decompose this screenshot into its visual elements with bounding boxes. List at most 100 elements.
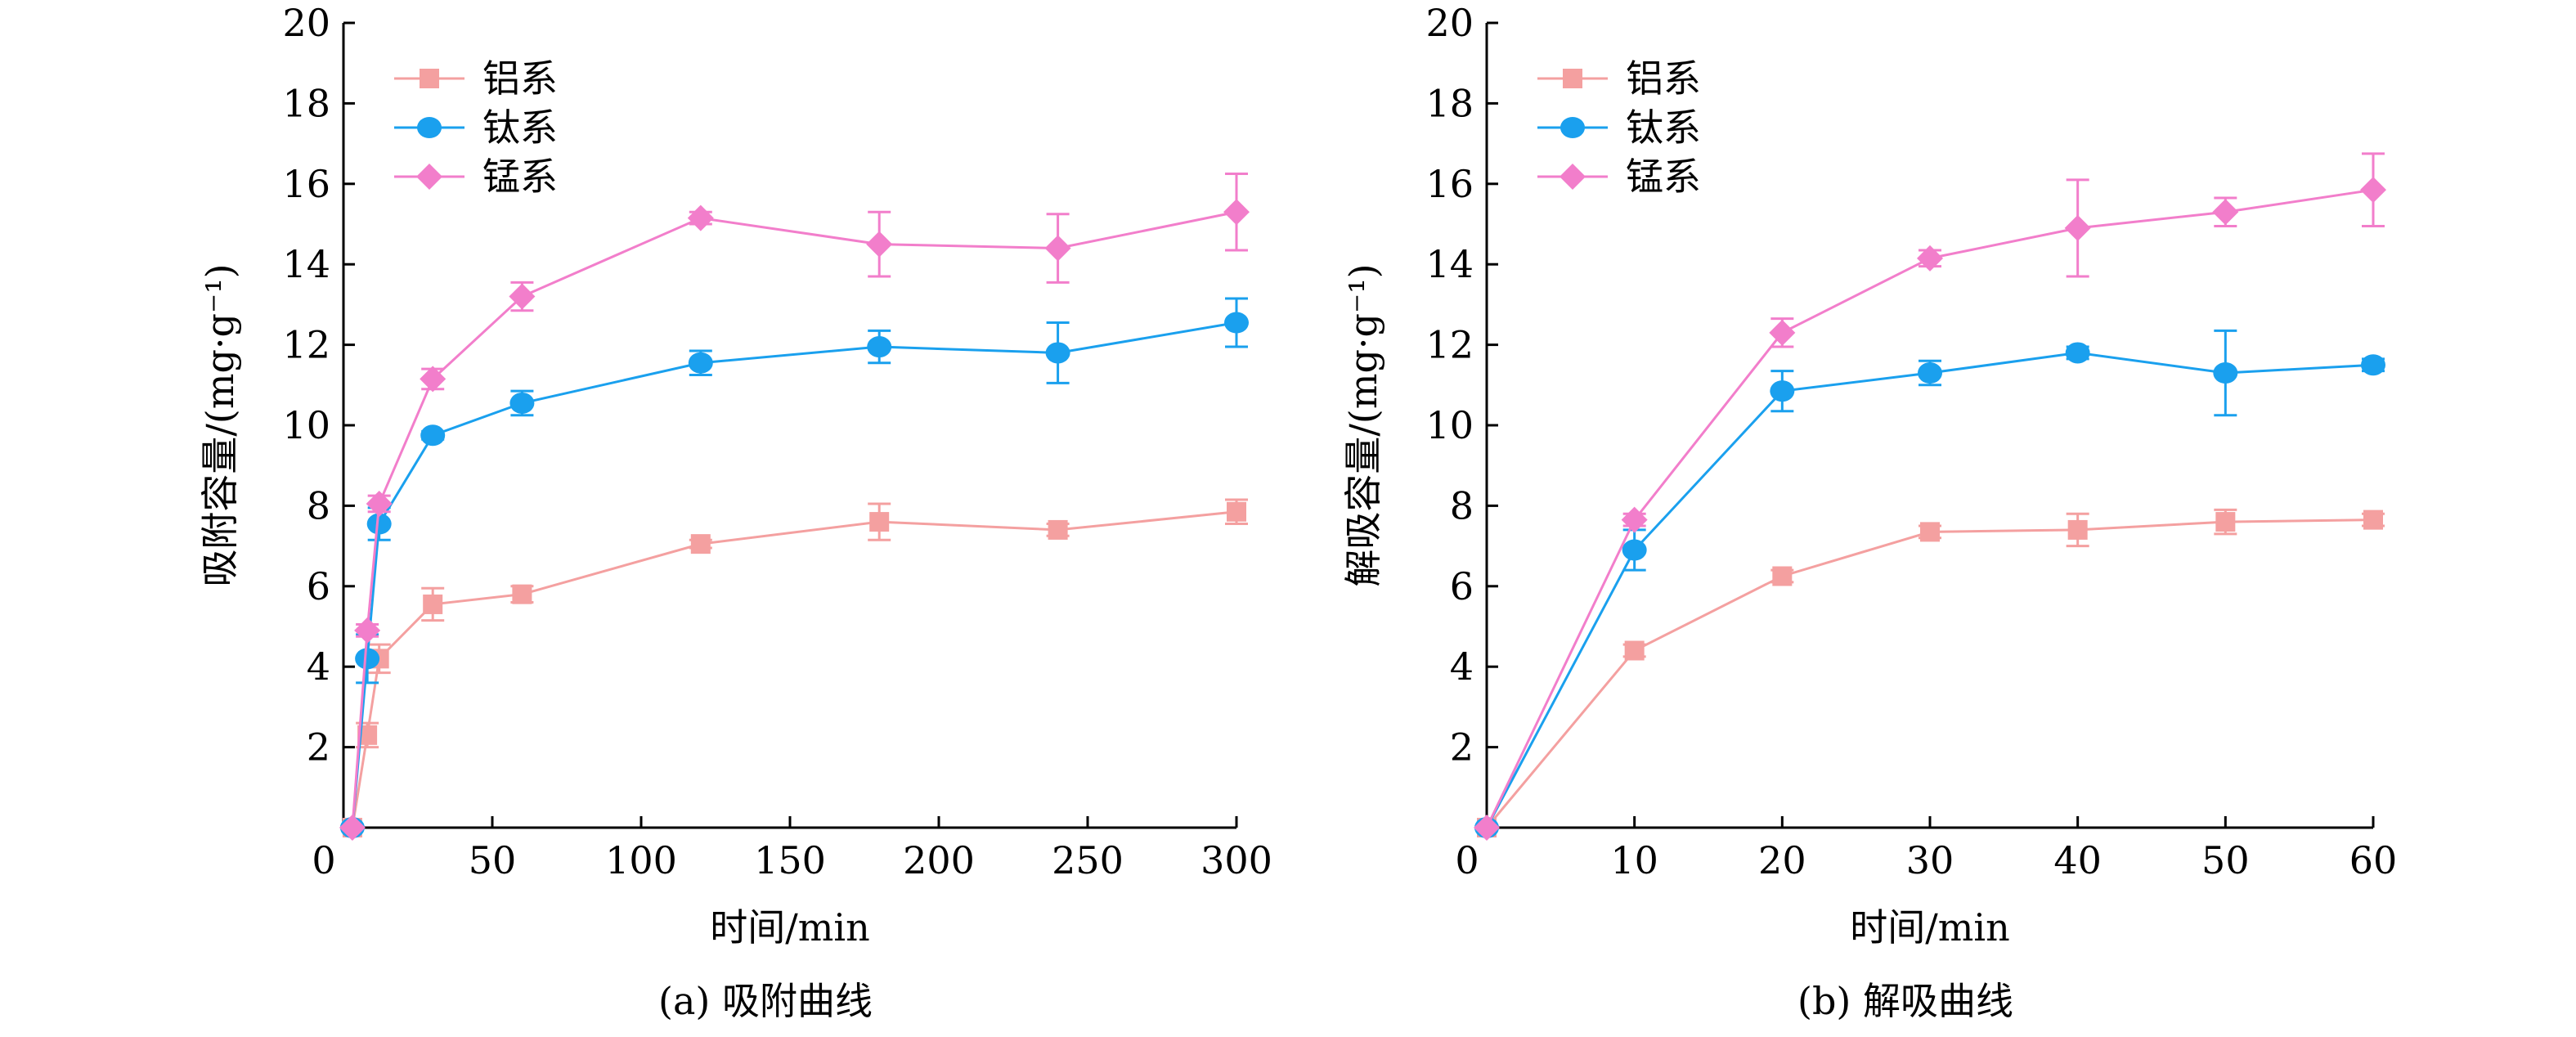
data-point	[1920, 522, 1940, 542]
chart-caption: (a) 吸附曲线	[658, 979, 873, 1023]
y-tick-label: 20	[282, 1, 330, 45]
data-point	[2213, 362, 2238, 384]
data-point	[354, 617, 381, 644]
legend-marker	[416, 164, 442, 190]
y-tick-label: 12	[282, 323, 330, 367]
data-point	[509, 283, 536, 310]
data-point	[420, 366, 447, 393]
x-axis-label: 时间/min	[1850, 905, 2009, 949]
x-tick-label: 100	[605, 838, 677, 882]
x-tick-label: 50	[469, 838, 517, 882]
data-point	[1917, 245, 1943, 272]
data-point	[1769, 319, 1796, 346]
data-point	[867, 336, 892, 358]
data-point	[2212, 199, 2239, 226]
legend-marker	[1563, 69, 1582, 88]
chart-desorption: 2 4 6 8 10 12 14 16 18 20 0 10 20 30 40 50 60 时间/min 解吸容量/…	[1341, 1, 2397, 1023]
x-tick-label: 50	[2201, 838, 2250, 882]
series-square	[342, 498, 1248, 837]
y-tick-label: 4	[1450, 644, 1474, 689]
legend-marker	[417, 117, 442, 138]
y-tick-label: 18	[1425, 81, 1474, 125]
data-point	[2065, 342, 2090, 364]
data-point	[423, 594, 443, 614]
x-tick-label: 150	[754, 838, 826, 882]
x-tick-label: 40	[2053, 838, 2102, 882]
data-point	[339, 815, 366, 841]
y-tick-label: 8	[1450, 483, 1474, 527]
series-line	[351, 210, 1237, 828]
x-tick-label: 0	[312, 838, 335, 882]
legend-label: 钛系	[482, 105, 558, 150]
x-tick-label: 60	[2349, 838, 2398, 882]
legend-label: 铝系	[1626, 56, 1701, 101]
x-tick-label: 30	[1906, 838, 1954, 882]
series-line	[351, 510, 1237, 828]
data-point	[1223, 199, 1250, 226]
data-point	[355, 648, 380, 670]
x-axis-label: 时间/min	[710, 905, 869, 949]
data-point	[2215, 512, 2236, 532]
data-point	[1224, 312, 1249, 334]
series-diamond	[339, 173, 1250, 841]
data-point	[2067, 519, 2088, 540]
series-diamond	[1474, 152, 2386, 841]
data-point	[2363, 510, 2383, 530]
data-point	[1621, 506, 1648, 533]
x-tick-label: 10	[1610, 838, 1658, 882]
data-point	[2361, 354, 2385, 376]
series-circle	[1474, 329, 2385, 838]
data-point	[1227, 501, 1246, 522]
y-tick-label: 2	[307, 725, 330, 770]
data-point	[509, 392, 535, 414]
data-point	[1770, 380, 1795, 402]
data-point	[512, 584, 532, 604]
y-tick-label: 8	[307, 483, 330, 527]
data-point	[1772, 566, 1793, 586]
series-square	[1477, 508, 2385, 837]
y-tick-label: 14	[282, 242, 330, 286]
y-axis-label: 解吸容量/(mg·g⁻¹)	[1341, 263, 1385, 586]
x-tick-label: 20	[1758, 838, 1806, 882]
series-circle	[339, 297, 1249, 838]
y-tick-label: 14	[1425, 242, 1474, 286]
data-point	[1045, 342, 1070, 364]
x-tick-label: 0	[1455, 838, 1479, 882]
y-tick-label: 10	[1425, 403, 1474, 447]
data-point	[2360, 177, 2386, 204]
legend-marker	[1560, 164, 1586, 190]
data-point	[420, 424, 446, 447]
legend-label: 铝系	[482, 56, 558, 101]
data-point	[869, 512, 890, 532]
y-tick-label: 6	[307, 564, 330, 608]
legend-marker	[1560, 117, 1585, 138]
data-point	[2064, 214, 2091, 241]
data-point	[1622, 539, 1647, 561]
legend-label: 锰系	[1626, 155, 1701, 199]
y-tick-label: 2	[1450, 725, 1474, 770]
chart-caption: (b) 解吸曲线	[1797, 979, 2013, 1023]
y-tick-label: 16	[282, 162, 330, 206]
y-tick-label: 4	[307, 644, 330, 689]
data-point	[1474, 815, 1500, 841]
legend-label: 锰系	[482, 155, 558, 199]
series-line	[351, 321, 1237, 828]
data-point	[366, 513, 392, 535]
y-tick-label: 16	[1425, 162, 1474, 206]
data-point	[687, 204, 714, 231]
series-line	[1485, 351, 2374, 828]
y-tick-label: 20	[1425, 1, 1474, 45]
y-tick-label: 6	[1450, 564, 1474, 608]
x-tick-label: 300	[1200, 838, 1272, 882]
data-point	[866, 231, 893, 258]
data-point	[688, 352, 713, 374]
x-tick-label: 250	[1052, 838, 1124, 882]
series-line	[1485, 518, 2374, 828]
data-point	[690, 534, 711, 554]
y-axis-label: 吸附容量/(mg·g⁻¹)	[198, 263, 242, 586]
data-point	[1918, 362, 1942, 384]
